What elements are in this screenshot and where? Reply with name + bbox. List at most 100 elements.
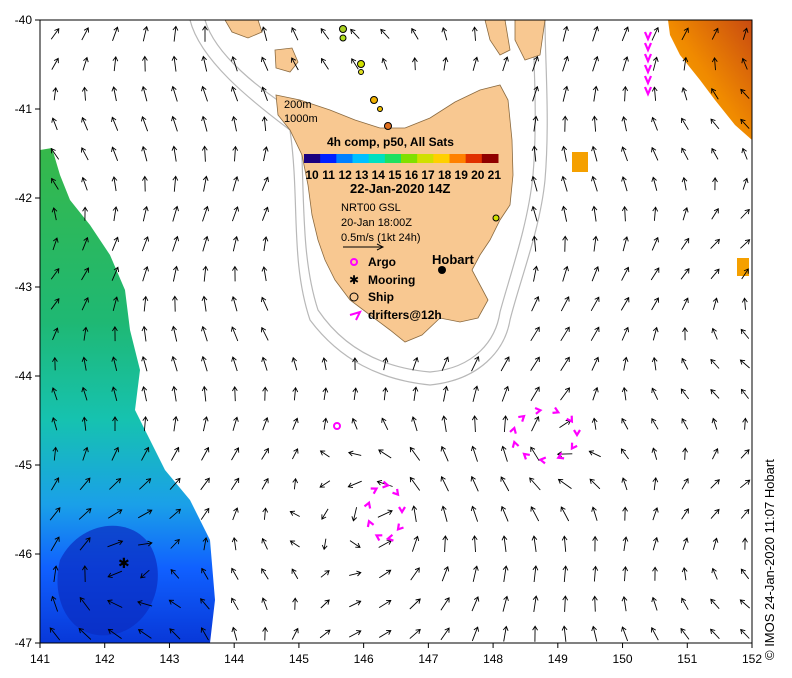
current-arrow [740,88,750,99]
current-arrow [352,387,359,400]
current-arrow [349,600,362,608]
current-arrow [621,626,629,642]
current-arrow [200,507,210,520]
current-arrow [591,145,598,162]
current-arrow [562,115,568,132]
current-arrow [409,598,421,610]
tasmania-land [275,84,514,343]
current-arrow [740,508,750,519]
current-arrow [711,147,719,160]
current-arrow [81,386,88,401]
drifter-chevron [374,534,383,542]
current-arrow [561,145,568,162]
sst-cold-core [57,525,158,636]
current-arrow [681,176,688,191]
current-arrow [410,567,420,581]
current-arrow [532,265,539,282]
current-arrow [260,56,269,71]
current-arrow [651,146,659,161]
x-tick-label: 144 [224,652,244,666]
current-arrow [322,387,329,400]
current-arrow [261,86,268,101]
current-arrow [650,627,659,641]
current-arrow [381,417,389,430]
current-arrow [681,508,689,520]
current-arrow [621,176,628,192]
current-arrow [169,508,182,520]
current-arrow [440,445,449,462]
current-arrow [681,147,689,161]
drifter-chevron [509,425,517,434]
current-arrow [592,386,599,401]
current-arrow [49,507,61,521]
x-tick-label: 148 [483,652,503,666]
current-arrow [232,145,239,162]
y-tick-label: -40 [15,13,33,27]
colorbar-swatch [465,154,483,163]
current-arrow [141,145,148,162]
current-arrow [142,295,149,312]
y-tick-label: -45 [15,458,33,472]
colorbar-swatch [401,154,418,163]
current-arrow [81,86,88,101]
date-label: 22-Jan-2020 14Z [350,181,451,196]
current-arrow [651,236,659,251]
current-arrow [201,446,210,461]
current-arrow [81,27,90,41]
current-arrow [681,566,688,581]
current-arrow [81,416,88,431]
colorbar-label: 17 [421,168,435,182]
current-arrow [50,28,60,40]
x-tick-label: 146 [354,652,374,666]
model-time-label: 20-Jan 18:00Z [341,217,412,229]
drifter-legend-icon [349,310,362,321]
current-arrow [620,296,630,311]
current-arrow [557,478,572,489]
current-arrow [591,506,598,521]
colorbar-swatch [417,154,434,163]
current-arrow [347,480,362,489]
current-arrow [289,510,300,517]
current-arrow [500,356,510,372]
current-arrow [51,177,59,190]
current-arrow [652,477,659,491]
current-arrow [470,505,479,522]
current-arrow [172,25,179,42]
current-arrow [201,115,208,132]
current-arrow [411,505,418,522]
sst-patch [572,152,588,172]
current-arrow [592,535,598,552]
current-arrow [559,419,572,428]
current-arrow [171,385,178,402]
flinders-island [514,20,546,61]
current-arrow [202,536,209,551]
current-arrow [79,477,91,491]
current-arrow [112,326,118,342]
current-arrow [531,416,540,432]
argo-legend-icon [350,258,358,266]
current-arrow [621,386,628,401]
current-arrow [111,356,118,372]
drifter-chevron [566,415,574,424]
current-arrow [291,568,299,580]
current-arrow [651,447,658,460]
argo-float [333,422,341,430]
current-arrow [710,479,720,489]
current-arrow [200,598,210,610]
drifter-chevron [511,439,520,448]
current-arrow [201,325,208,342]
current-arrow [81,116,89,131]
current-arrow [171,85,178,102]
current-arrow [380,28,390,39]
current-arrow [740,449,750,459]
current-arrow [378,539,393,548]
current-arrow [382,386,389,401]
colorbar-swatch [384,154,402,163]
current-arrow [262,146,269,162]
current-arrow [379,569,392,579]
current-arrow [652,326,659,341]
current-arrow [351,507,358,522]
current-arrow [501,535,508,552]
current-arrow [741,147,748,160]
current-arrow [172,205,179,222]
